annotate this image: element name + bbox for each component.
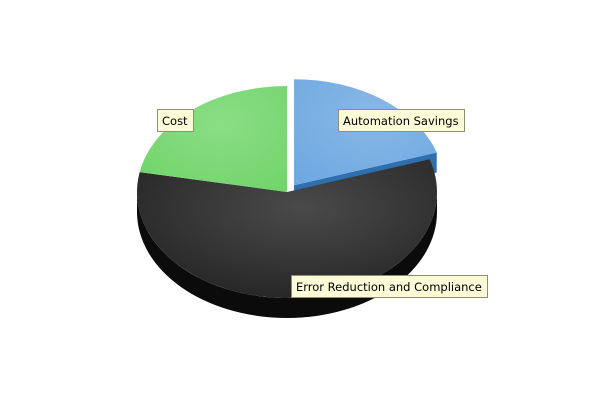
slice-automation-savings <box>294 79 437 186</box>
slice-labels: Automation Savings Error Reduction and Co… <box>157 109 488 298</box>
slice-cost <box>139 86 287 192</box>
slice-label-box <box>157 109 194 132</box>
slice-label-text: Error Reduction and Compliance <box>296 280 482 294</box>
slice-label-text: Cost <box>162 114 188 128</box>
slice-label-box <box>338 109 465 132</box>
slice-label-text: Automation Savings <box>343 114 459 128</box>
slice-tops <box>137 79 437 298</box>
slice-label-cost: Cost <box>157 109 194 132</box>
slice-label-error-reduction-and-compliance: Error Reduction and Compliance <box>291 275 488 298</box>
slice-label-box <box>291 275 488 298</box>
slice-label-automation-savings: Automation Savings <box>338 109 465 132</box>
slice-error-reduction-and-compliance <box>137 159 437 298</box>
